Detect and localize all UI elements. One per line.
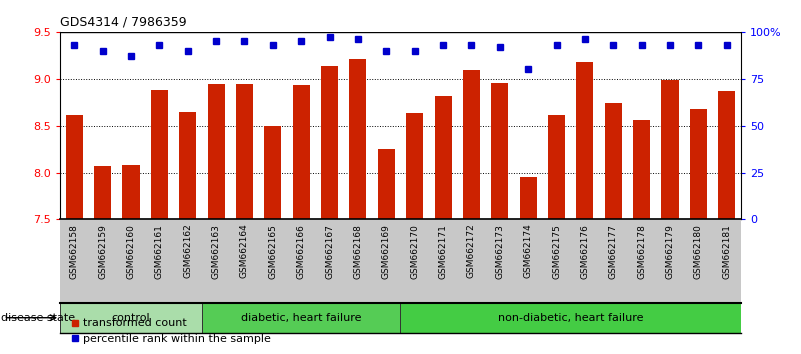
Text: GSM662168: GSM662168	[353, 224, 362, 279]
Text: GDS4314 / 7986359: GDS4314 / 7986359	[60, 15, 187, 28]
Bar	[605, 103, 622, 219]
Bar	[633, 120, 650, 219]
Text: GSM662181: GSM662181	[723, 224, 731, 279]
Text: GSM662166: GSM662166	[296, 224, 306, 279]
Bar	[60, 303, 202, 333]
Bar	[548, 115, 565, 219]
Text: GSM662165: GSM662165	[268, 224, 277, 279]
Bar	[349, 59, 366, 219]
Bar	[520, 177, 537, 219]
Text: GSM662170: GSM662170	[410, 224, 419, 279]
Text: GSM662159: GSM662159	[99, 224, 107, 279]
Text: GSM662160: GSM662160	[127, 224, 135, 279]
Text: GSM662179: GSM662179	[666, 224, 674, 279]
Legend: transformed count, percentile rank within the sample: transformed count, percentile rank withi…	[66, 314, 276, 348]
Text: non-diabetic, heart failure: non-diabetic, heart failure	[498, 313, 643, 323]
Text: GSM662158: GSM662158	[70, 224, 78, 279]
Bar	[321, 65, 338, 219]
Bar	[264, 126, 281, 219]
Bar	[434, 96, 452, 219]
Bar	[662, 80, 678, 219]
Text: GSM662177: GSM662177	[609, 224, 618, 279]
Text: GSM662176: GSM662176	[581, 224, 590, 279]
Text: GSM662169: GSM662169	[382, 224, 391, 279]
Text: GSM662175: GSM662175	[552, 224, 561, 279]
Text: GSM662164: GSM662164	[240, 224, 249, 278]
Bar	[202, 303, 400, 333]
Bar	[292, 85, 310, 219]
Bar	[690, 109, 706, 219]
Text: GSM662174: GSM662174	[524, 224, 533, 278]
Bar	[66, 115, 83, 219]
Text: GSM662180: GSM662180	[694, 224, 702, 279]
Bar	[378, 149, 395, 219]
Text: GSM662178: GSM662178	[637, 224, 646, 279]
Text: GSM662163: GSM662163	[211, 224, 220, 279]
Bar	[577, 62, 594, 219]
Bar	[491, 82, 509, 219]
Text: GSM662161: GSM662161	[155, 224, 164, 279]
Bar	[718, 91, 735, 219]
Bar	[95, 166, 111, 219]
Bar	[406, 114, 423, 219]
Text: GSM662171: GSM662171	[439, 224, 448, 279]
Text: disease state: disease state	[1, 313, 75, 323]
Text: GSM662173: GSM662173	[495, 224, 505, 279]
Bar	[400, 303, 741, 333]
Text: diabetic, heart failure: diabetic, heart failure	[241, 313, 361, 323]
Text: GSM662172: GSM662172	[467, 224, 476, 278]
Text: GSM662162: GSM662162	[183, 224, 192, 278]
Bar	[123, 165, 139, 219]
Bar	[463, 70, 480, 219]
Bar	[207, 84, 224, 219]
Bar	[236, 84, 253, 219]
Text: control: control	[111, 313, 151, 323]
Bar	[179, 112, 196, 219]
Text: GSM662167: GSM662167	[325, 224, 334, 279]
Bar	[151, 90, 168, 219]
